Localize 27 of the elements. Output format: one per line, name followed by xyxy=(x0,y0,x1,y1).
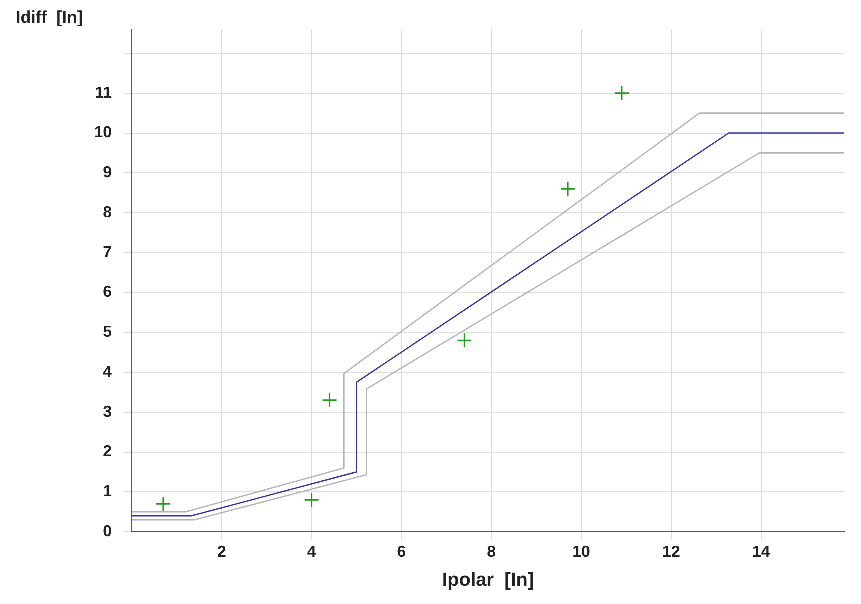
y-tick-label: 0 xyxy=(103,523,112,540)
point xyxy=(156,496,172,512)
y-tick-label: 2 xyxy=(103,444,112,461)
y-tick-label: 7 xyxy=(103,244,112,262)
y-tick-label: 10 xyxy=(94,124,112,142)
x-tick-label: 10 xyxy=(572,544,591,562)
point xyxy=(560,181,576,197)
y-axis-title: Idiff [In] xyxy=(16,8,84,28)
y-tick-label: 4 xyxy=(103,364,112,381)
point xyxy=(304,492,320,508)
x-tick-label: 6 xyxy=(397,544,406,562)
x-tick-label: 8 xyxy=(487,544,496,562)
y-tick-label: 9 xyxy=(103,164,112,182)
x-tick-label: 14 xyxy=(752,544,770,562)
point xyxy=(322,392,338,408)
point xyxy=(456,332,472,348)
x-tick-label: 12 xyxy=(662,544,680,562)
x-tick-label: 4 xyxy=(307,544,316,562)
y-tick-label: 1 xyxy=(103,484,112,501)
y-tick-label: 6 xyxy=(103,284,112,302)
x-tick-label: 2 xyxy=(217,544,226,562)
y-tick-label: 5 xyxy=(103,324,112,342)
y-tick-label: 11 xyxy=(95,84,112,102)
y-tick-label: 8 xyxy=(103,204,112,222)
y-tick-label: 3 xyxy=(103,404,112,421)
point xyxy=(614,86,630,102)
x-axis-title: Ipolar [In] xyxy=(442,570,534,591)
